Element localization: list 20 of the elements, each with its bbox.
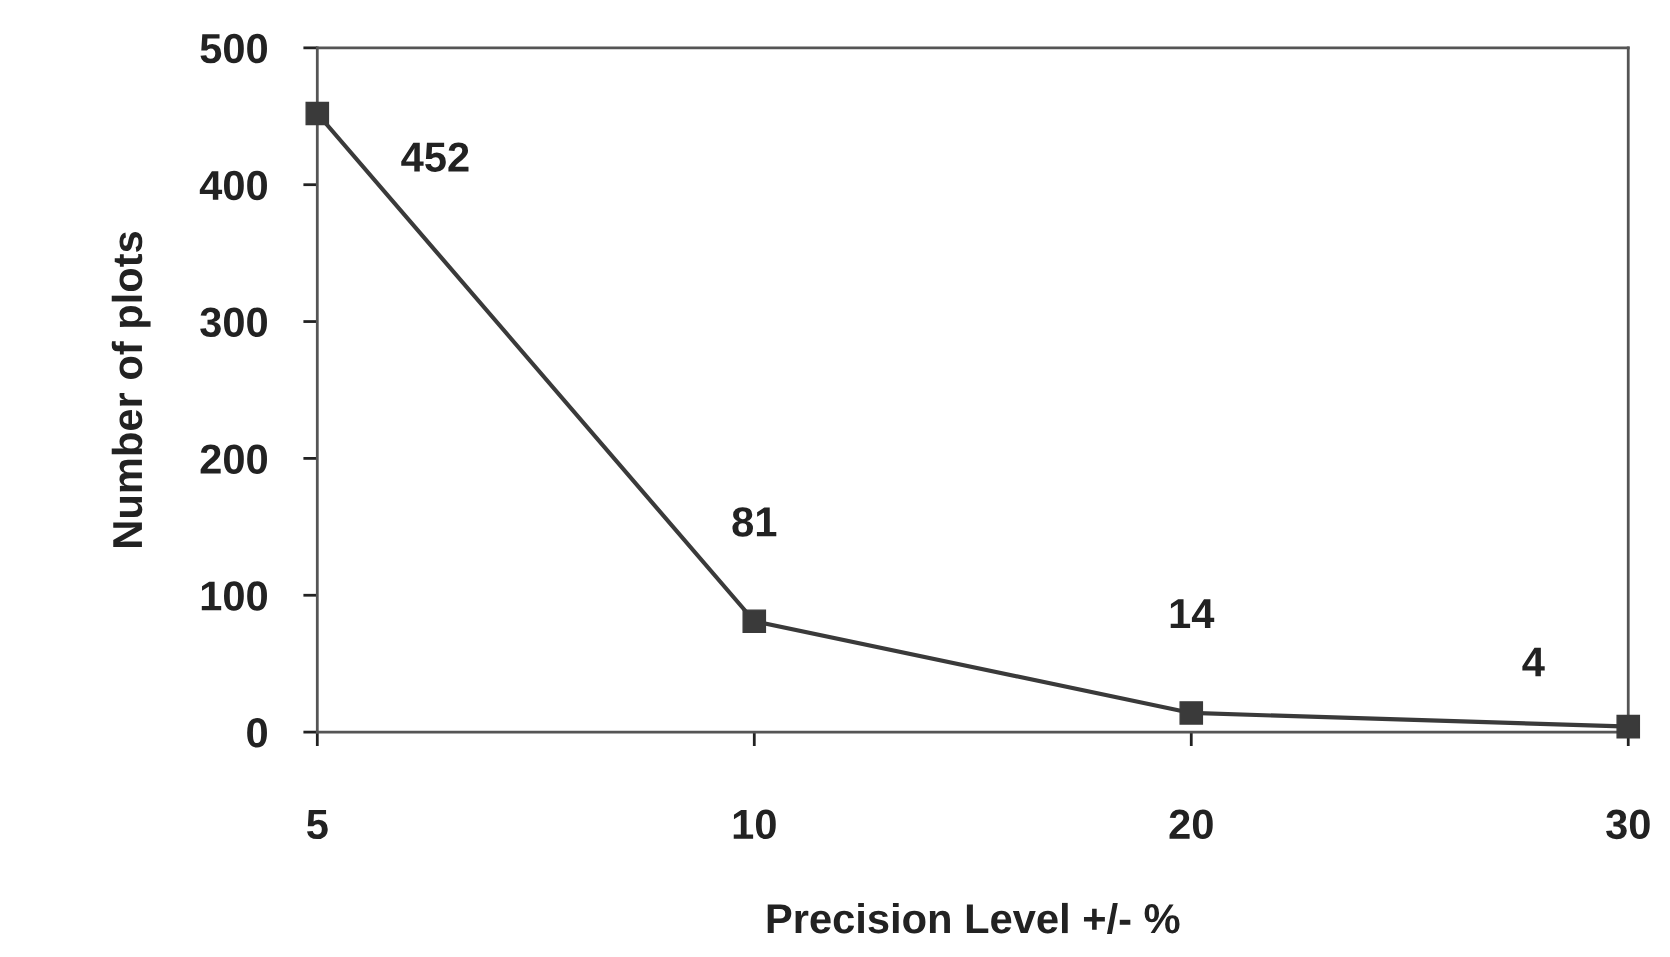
x-tick-label: 30 [1606,809,1650,840]
x-axis-title: Precision Level +/- % [767,902,1180,934]
x-tick-label: 20 [1169,809,1213,840]
y-tick-label: 300 [200,307,267,338]
point [305,101,330,126]
data-label: 4 [1522,647,1545,677]
data-label: 14 [1170,599,1215,628]
y-tick-label: 0 [247,718,267,748]
y-tick-label: 400 [199,170,267,201]
y-tick-label: 500 [200,33,267,64]
x-tick-label: 5 [307,810,328,840]
data-label: 452 [401,142,469,172]
point [742,609,767,634]
point [1616,714,1641,739]
point [1179,701,1204,725]
x-tick-label: 10 [733,809,776,840]
data-label: 81 [732,507,777,537]
y-tick-label: 200 [200,444,267,474]
y-axis-title: Number of plots [111,231,151,547]
y-tick-label: 100 [201,581,267,611]
